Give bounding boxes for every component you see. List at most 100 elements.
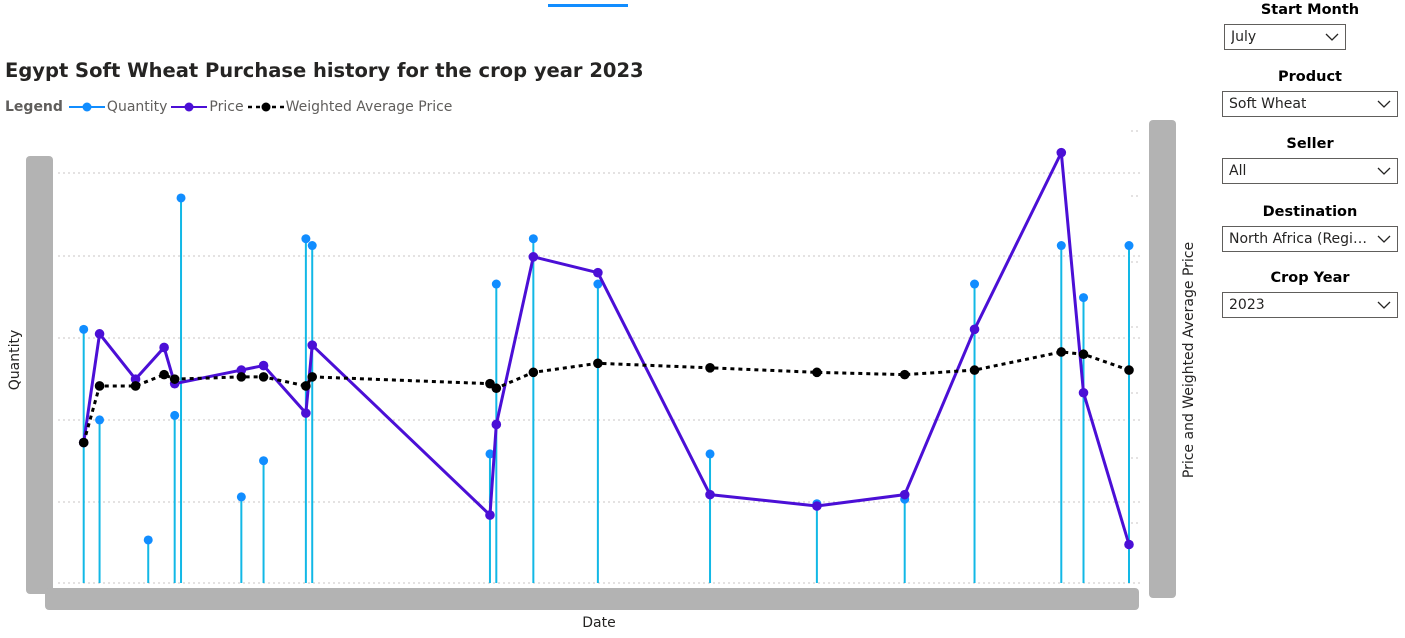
start-month-dropdown[interactable]: July	[1224, 24, 1346, 50]
weighted-average-price-point	[130, 381, 141, 391]
slicer-crop-year: Crop Year 2023	[1222, 268, 1398, 318]
price-point	[236, 365, 247, 375]
price-point	[159, 342, 169, 353]
quantity-point	[485, 449, 495, 459]
weighted-average-price-point	[169, 374, 180, 384]
price-point	[528, 252, 539, 262]
crop-year-dropdown[interactable]: 2023	[1222, 292, 1398, 318]
weighted-average-price-point	[899, 369, 910, 380]
slicer-seller: Seller All	[1222, 134, 1398, 184]
chart-legend: Legend Quantity Price Weighted Average P…	[5, 97, 456, 117]
legend-quantity-marker	[68, 102, 105, 112]
slicer-crop-year-label: Crop Year	[1270, 270, 1350, 286]
price-point	[812, 501, 822, 511]
slicer-destination: Destination North Africa (Region)...	[1222, 202, 1398, 252]
chevron-down-icon	[1377, 167, 1391, 175]
slicer-product: Product Soft Wheat	[1222, 67, 1398, 117]
weighted-average-price-point	[1124, 365, 1134, 375]
legend-item-price[interactable]: Price	[171, 99, 244, 115]
price-series	[78, 147, 1134, 550]
price-point	[705, 489, 715, 500]
y-axis-right-title: Price and Weighted Average Price	[1181, 242, 1197, 478]
weighted-average-price-point	[969, 365, 980, 375]
weighted-average-price-point	[258, 372, 269, 382]
destination-value: North Africa (Region)...	[1229, 231, 1374, 247]
price-point	[969, 324, 980, 335]
quantity-point	[491, 279, 501, 289]
quantity-point	[1056, 241, 1066, 251]
weighted-average-price-point	[94, 381, 105, 391]
price-point	[1124, 539, 1134, 550]
quantity-point	[143, 535, 153, 545]
price-point	[593, 267, 603, 278]
gridlines	[58, 130, 1140, 584]
price-point	[301, 408, 311, 418]
weighted-average-price-point	[1078, 349, 1089, 360]
legend-item-quantity[interactable]: Quantity	[68, 99, 168, 115]
legend-quantity-label: Quantity	[106, 99, 168, 115]
quantity-point	[170, 410, 180, 420]
seller-dropdown[interactable]: All	[1222, 158, 1398, 184]
chart-title: Egypt Soft Wheat Purchase history for th…	[5, 59, 644, 82]
quantity-point	[259, 456, 269, 466]
x-axis-scrollbar[interactable]	[45, 588, 1139, 610]
weighted-average-price-point	[491, 383, 502, 394]
product-dropdown[interactable]: Soft Wheat	[1222, 91, 1398, 117]
weighted-average-price-point	[159, 369, 169, 380]
chevron-down-icon	[1377, 235, 1391, 243]
price-point	[130, 374, 141, 384]
slicer-start-month: Start Month July	[1222, 0, 1398, 50]
weighted-average-price-point	[705, 363, 715, 373]
page-tab-indicator[interactable]	[548, 4, 628, 7]
right-axis-scrollbar[interactable]	[1149, 120, 1176, 598]
weighted-average-price-point	[1056, 347, 1067, 357]
weighted-average-price-point	[812, 367, 822, 378]
quantity-series	[79, 193, 1134, 583]
weighted-average-price-point	[528, 367, 539, 378]
legend-price-marker	[171, 102, 208, 112]
slicer-destination-label: Destination	[1262, 204, 1358, 220]
price-point	[258, 360, 269, 371]
quantity-point	[236, 492, 246, 502]
left-axis-scrollbar[interactable]	[26, 156, 53, 594]
legend-item-weighted-average-price[interactable]: Weighted Average Price	[247, 99, 453, 115]
legend-price-label: Price	[209, 99, 244, 115]
weighted-average-price-line	[82, 350, 1130, 443]
legend-wap-marker	[247, 102, 284, 112]
price-point	[899, 489, 910, 500]
quantity-point	[95, 415, 105, 425]
chevron-down-icon	[1377, 100, 1391, 108]
quantity-point	[705, 449, 715, 459]
slicer-start-month-label: Start Month	[1260, 2, 1360, 18]
price-point	[1078, 387, 1089, 398]
price-line	[82, 151, 1131, 545]
product-value: Soft Wheat	[1229, 96, 1307, 112]
weighted-average-price-point	[78, 437, 89, 448]
price-point	[94, 329, 105, 339]
quantity-point	[79, 324, 89, 334]
chevron-down-icon	[1377, 301, 1391, 309]
weighted-average-price-point	[236, 372, 247, 382]
quantity-point	[1079, 293, 1089, 303]
quantity-point	[970, 279, 980, 289]
quantity-point	[176, 193, 186, 203]
legend-wap-label: Weighted Average Price	[285, 99, 453, 115]
quantity-point	[1124, 241, 1134, 251]
y-axis-left-title: Quantity	[7, 330, 23, 391]
quantity-point	[528, 234, 538, 244]
weighted-average-price-series	[78, 347, 1134, 448]
slicer-seller-label: Seller	[1286, 136, 1334, 152]
chart-plot: Date Quantity Price and Weighted Average…	[7, 120, 1197, 631]
x-axis-title: Date	[582, 615, 615, 631]
quantity-point	[593, 279, 603, 289]
chevron-down-icon	[1325, 33, 1339, 41]
legend-title: Legend	[5, 99, 63, 115]
slicer-product-label: Product	[1278, 69, 1342, 85]
weighted-average-price-point	[301, 381, 311, 391]
price-point	[491, 419, 502, 430]
destination-dropdown[interactable]: North Africa (Region)...	[1222, 226, 1398, 252]
crop-year-value: 2023	[1229, 297, 1265, 313]
price-point	[307, 340, 318, 350]
price-point	[1056, 147, 1067, 158]
weighted-average-price-point	[307, 372, 318, 382]
